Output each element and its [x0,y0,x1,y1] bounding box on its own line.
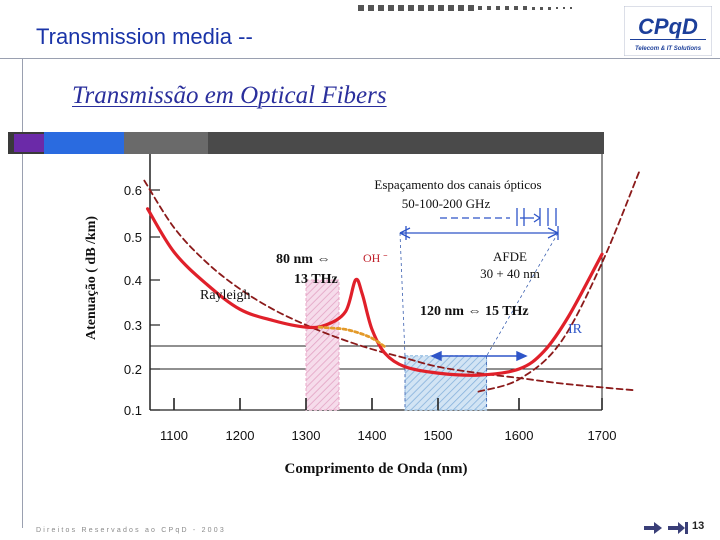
footer-copyright: Direitos Reservados ao CPqD - 2003 [36,527,226,534]
series-line-3 [317,325,387,349]
x-axis-label: Comprimento de Onda (nm) [285,461,468,477]
slide-subtitle: Transmissão em Optical Fibers [72,82,387,109]
y-tick-label: 0.6 [124,183,142,198]
y-tick-label: 0.2 [124,362,142,377]
left-margin-rule [22,58,23,528]
oh-label: OH ˉ [363,251,387,265]
next-slide-arrow-icon[interactable] [644,522,662,534]
y-tick-label: 0.3 [124,318,142,333]
x-tick-label: 1700 [588,428,617,443]
rayleigh-label: Rayleigh [200,288,251,303]
channel-spacing-comb [399,208,559,240]
y-tick-label: 0.4 [124,273,142,288]
page-number: 13 [692,520,705,532]
wavelength-band-1 [305,279,340,411]
header-divider [0,58,720,59]
x-tick-label: 1300 [292,428,321,443]
y-tick-label: 0.5 [124,230,142,245]
ir-label: IR [568,322,583,337]
band-13thz-label: 13 THz [294,272,338,287]
logo-mark: CPqD [638,14,698,39]
series-line-1 [146,207,604,377]
last-slide-arrow-icon[interactable] [668,522,688,534]
x-tick-label: 1100 [160,428,188,443]
band-80nm-label: 80 nm ⇔ [276,252,330,267]
x-tick-label: 1200 [226,428,255,443]
band-guide-line-1 [399,232,406,357]
x-tick-label: 1500 [424,428,453,443]
subtitle-color-bar [8,132,604,154]
afde-label: AFDE [493,249,527,264]
x-tick-label: 1400 [358,428,387,443]
y-axis-label: Atenuação ( dB /km) [84,216,99,340]
channel-spacing-label: Espaçamento dos canais ópticos [374,177,541,192]
plot-area [150,154,602,410]
header-decoration-dots [358,5,572,11]
band-guides [399,232,559,410]
logo-tagline: Telecom & IT Solutions [635,46,702,52]
channel-values-label: 50-100-200 GHz [402,196,491,211]
cpqd-logo: CPqD Telecom & IT Solutions [624,6,712,56]
afde-range-label: 30 + 40 nm [480,266,540,281]
y-tick-label: 0.1 [124,403,142,418]
slide-title: Transmission media -- [36,24,253,49]
band-120nm-arrow [430,350,528,362]
band-120nm-label: 120 nm ⇔ 15 THz [420,304,529,319]
series-line-2 [143,179,637,392]
wavelength-band-2 [404,355,488,411]
series-line-4 [477,170,641,393]
x-tick-label: 1600 [505,428,534,443]
